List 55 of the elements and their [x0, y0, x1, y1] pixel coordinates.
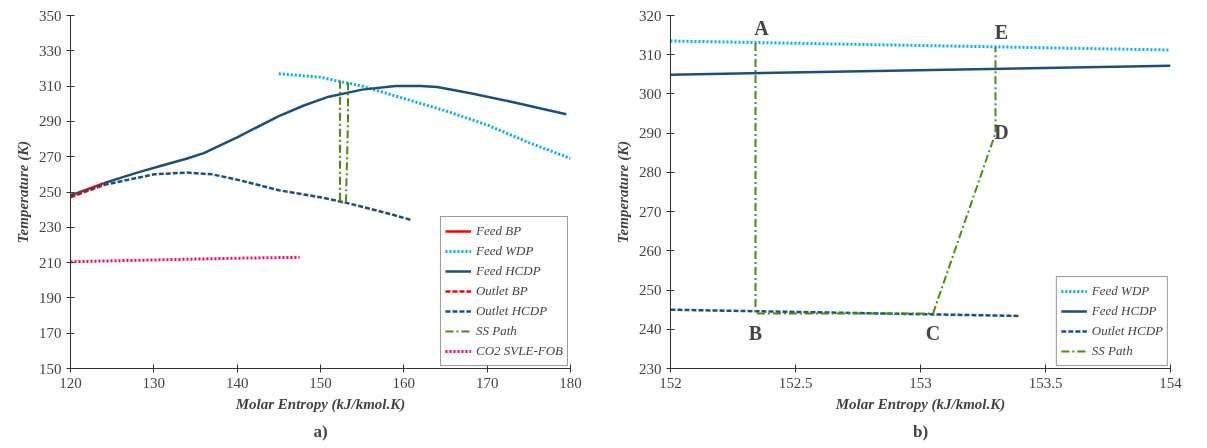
x-tick-label: 152.5 — [778, 374, 813, 391]
x-tick-label: 160 — [392, 374, 416, 391]
y-tick-label: 230 — [39, 219, 62, 236]
x-tick-label: 154 — [1159, 374, 1183, 391]
x-tick-label: 153.5 — [1028, 374, 1063, 391]
legend-label: Feed WDP — [475, 243, 534, 259]
annotation: D — [994, 121, 1009, 144]
y-tick-label: 350 — [39, 7, 62, 24]
y-tick-label: 330 — [39, 42, 62, 59]
y-tick-label: 280 — [639, 164, 662, 181]
y-tick-label: 190 — [39, 289, 62, 306]
y-axis-title: Temperature (K) — [15, 140, 32, 244]
y-tick-label: 270 — [39, 148, 62, 165]
y-tick-label: 210 — [39, 254, 62, 271]
legend-label: SS Path — [1091, 343, 1133, 359]
x-tick-label: 150 — [309, 374, 332, 391]
legend-label: Feed BP — [475, 223, 522, 239]
y-tick-label: 310 — [39, 78, 62, 95]
y-tick-label: 250 — [639, 282, 662, 299]
y-tick-label: 290 — [39, 113, 62, 130]
x-tick-label: 130 — [142, 374, 166, 391]
x-tick-label: 140 — [225, 374, 249, 391]
y-tick-label: 260 — [639, 242, 662, 259]
x-tick-label: 153 — [909, 374, 932, 391]
x-tick-label: 120 — [59, 374, 82, 391]
x-tick-label: 152 — [659, 374, 682, 391]
y-tick-label: 170 — [39, 325, 62, 342]
x-tick-label: 180 — [559, 374, 582, 391]
y-tick-label: 270 — [639, 203, 662, 220]
y-tick-label: 310 — [639, 46, 662, 63]
x-tick-label: 170 — [475, 374, 499, 391]
legend-label: Feed WDP — [1091, 283, 1150, 299]
y-tick-label: 240 — [639, 321, 662, 338]
legend-label: SS Path — [475, 323, 517, 339]
y-tick-label: 150 — [39, 360, 62, 377]
y-tick-label: 300 — [639, 85, 662, 102]
annotation: A — [754, 16, 770, 39]
legend-label: Feed HCDP — [1091, 303, 1157, 319]
x-axis-title: Molar Entropy (kJ/kmol.K) — [234, 395, 406, 413]
annotation: B — [748, 321, 763, 344]
y-tick-label: 230 — [639, 360, 662, 377]
annotation: C — [925, 321, 941, 344]
x-axis-title: Molar Entropy (kJ/kmol.K) — [834, 395, 1006, 413]
text: a) — [313, 421, 328, 441]
y-tick-label: 250 — [39, 184, 62, 200]
legend-label: Outlet HCDP — [475, 303, 548, 319]
legend-label: CO2 SVLE-FOB — [475, 343, 563, 359]
legend-label: Outlet HCDP — [1091, 323, 1163, 339]
y-axis-title: Temperature (K) — [615, 140, 632, 244]
annotation: E — [994, 20, 1009, 43]
legend-label: Outlet BP — [475, 283, 528, 299]
y-tick-label: 290 — [639, 125, 662, 142]
y-tick-label: 320 — [639, 7, 662, 24]
text: b) — [912, 421, 929, 441]
legend-label: Feed HCDP — [475, 263, 541, 279]
